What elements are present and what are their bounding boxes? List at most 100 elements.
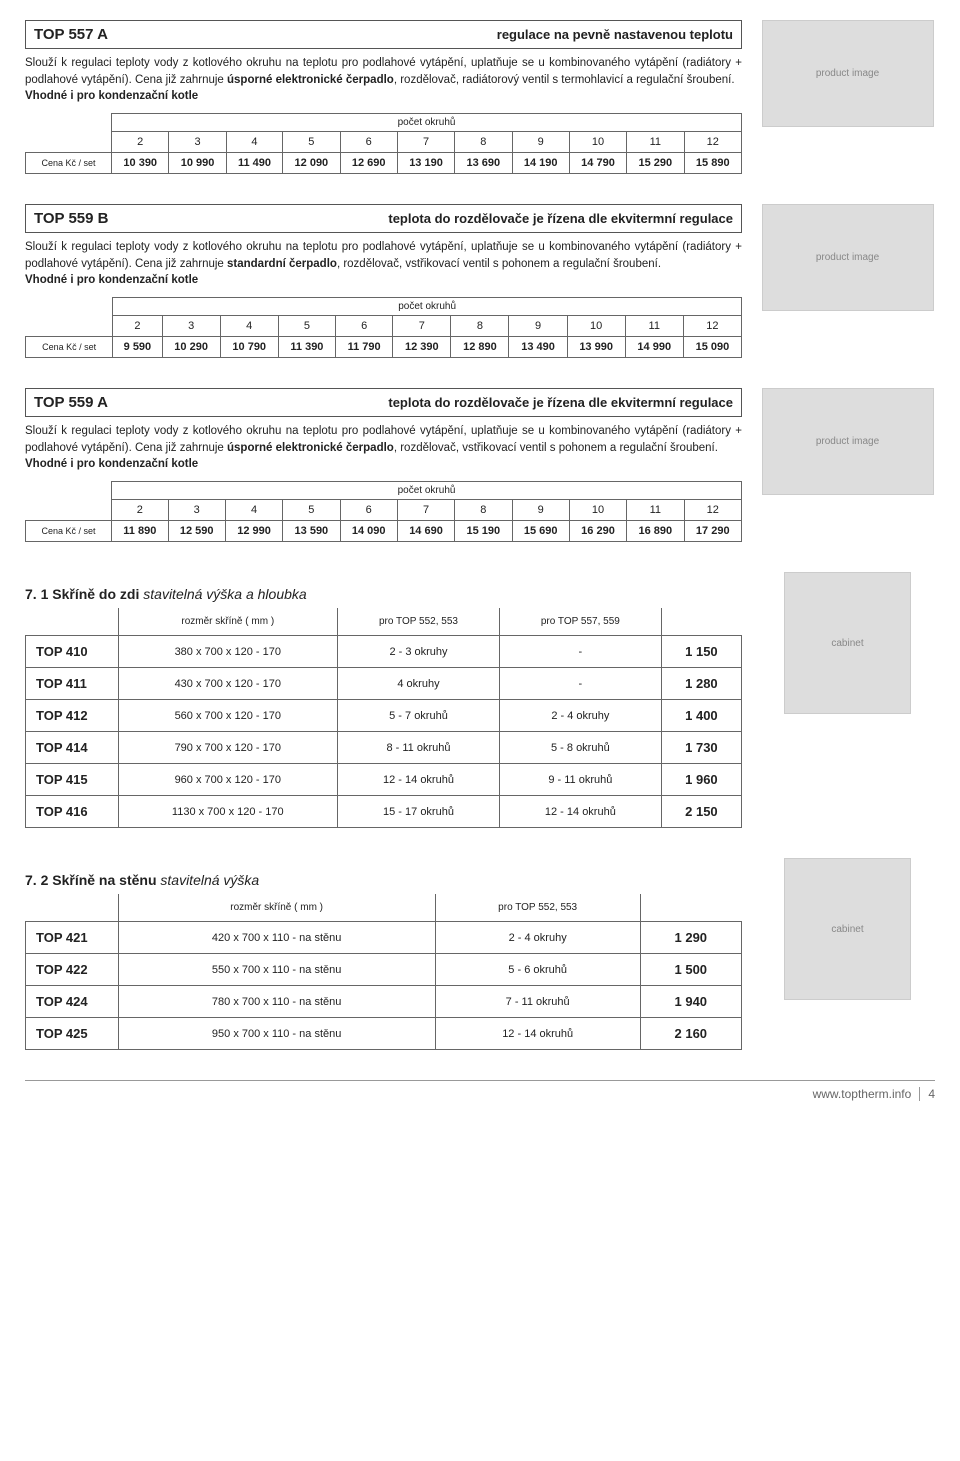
table-row: TOP 411430 x 700 x 120 - 1704 okruhy-1 2…	[26, 668, 742, 700]
cab-cell: 1130 x 700 x 120 - 170	[118, 796, 338, 828]
col-header: 8	[451, 316, 509, 337]
price-cell: 14 990	[625, 337, 683, 358]
cab-cell: 380 x 700 x 120 - 170	[118, 636, 338, 668]
col-header: 9	[509, 316, 567, 337]
cab-code: TOP 415	[26, 764, 119, 796]
table-row: TOP 424780 x 700 x 110 - na stěnu7 - 11 …	[26, 986, 742, 1018]
price-cell: 16 890	[627, 521, 684, 542]
cab-header: rozměr skříně ( mm )	[118, 608, 338, 636]
cab-cell: 15 - 17 okruhů	[338, 796, 500, 828]
price-cell: 14 790	[569, 153, 626, 174]
section-title-thin: stavitelná výška a hloubka	[139, 586, 306, 602]
col-header: 12	[683, 316, 741, 337]
product-subtitle: teplota do rozdělovače je řízena dle ekv…	[388, 211, 733, 226]
cab-code: TOP 425	[26, 1018, 119, 1050]
table-row: TOP 425950 x 700 x 110 - na stěnu12 - 14…	[26, 1018, 742, 1050]
price-table: počet okruhů23456789101112Cena Kč / set1…	[25, 481, 742, 542]
cab-header: pro TOP 552, 553	[435, 894, 640, 922]
cab-header: pro TOP 557, 559	[499, 608, 661, 636]
price-cell: 11 890	[112, 521, 168, 542]
section-title: 7. 2 Skříně na stěnu stavitelná výška	[25, 872, 742, 888]
col-header: 8	[455, 500, 512, 521]
col-header: 10	[569, 500, 626, 521]
col-header: 4	[220, 316, 278, 337]
footer-url: www.toptherm.info	[813, 1087, 912, 1101]
cab-cell: 2 - 4 okruhy	[435, 922, 640, 954]
cab-cell: 8 - 11 okruhů	[338, 732, 500, 764]
cab-header	[661, 608, 741, 636]
cab-cell: 12 - 14 okruhů	[499, 796, 661, 828]
price-cell: 15 290	[627, 153, 684, 174]
cab-cell: 790 x 700 x 120 - 170	[118, 732, 338, 764]
col-header: 6	[336, 316, 393, 337]
col-header: 3	[162, 316, 220, 337]
desc-note: Vhodné i pro kondenzační kotle	[25, 90, 198, 102]
cabinet-table: rozměr skříně ( mm )pro TOP 552, 553TOP …	[25, 894, 742, 1050]
col-header: 3	[169, 132, 226, 153]
desc-bold: úsporné elektronické čerpadlo	[227, 442, 394, 454]
col-header: 11	[627, 132, 684, 153]
section-title-bold: 7. 2 Skříně na stěnu	[25, 872, 157, 888]
price-cell: 15 690	[512, 521, 569, 542]
row-label: Cena Kč / set	[26, 153, 112, 174]
section-header: TOP 557 Aregulace na pevně nastavenou te…	[25, 20, 742, 49]
col-header: 12	[684, 500, 742, 521]
col-header: 12	[684, 132, 742, 153]
cab-price: 1 500	[640, 954, 741, 986]
price-cell: 11 390	[278, 337, 335, 358]
cab-price: 1 280	[661, 668, 741, 700]
col-header: 5	[278, 316, 335, 337]
price-cell: 14 690	[397, 521, 454, 542]
table-row: TOP 414790 x 700 x 120 - 1708 - 11 okruh…	[26, 732, 742, 764]
cab-cell: 430 x 700 x 120 - 170	[118, 668, 338, 700]
section-title: 7. 1 Skříně do zdi stavitelná výška a hl…	[25, 586, 742, 602]
cab-cell: 5 - 8 okruhů	[499, 732, 661, 764]
cab-price: 1 730	[661, 732, 741, 764]
col-header: 5	[283, 500, 340, 521]
price-cell: 13 190	[397, 153, 454, 174]
cab-cell: 950 x 700 x 110 - na stěnu	[118, 1018, 435, 1050]
col-header: 2	[112, 500, 168, 521]
table-row: TOP 422550 x 700 x 110 - na stěnu5 - 6 o…	[26, 954, 742, 986]
product-image: product image	[762, 20, 934, 127]
cab-header	[26, 608, 119, 636]
cab-code: TOP 414	[26, 732, 119, 764]
price-cell: 16 290	[569, 521, 626, 542]
cab-cell: 12 - 14 okruhů	[338, 764, 500, 796]
table-row: TOP 415960 x 700 x 120 - 17012 - 14 okru…	[26, 764, 742, 796]
table-row: TOP 410380 x 700 x 120 - 1702 - 3 okruhy…	[26, 636, 742, 668]
product-code: TOP 559 A	[34, 394, 108, 411]
cabinet-table: rozměr skříně ( mm )pro TOP 552, 553pro …	[25, 608, 742, 828]
col-header: 5	[283, 132, 340, 153]
product-description: Slouží k regulaci teploty vody z kotlové…	[25, 423, 742, 473]
cab-price: 1 290	[640, 922, 741, 954]
table-caption: počet okruhů	[112, 114, 742, 132]
row-label-empty	[26, 482, 112, 500]
table-row: TOP 421420 x 700 x 110 - na stěnu2 - 4 o…	[26, 922, 742, 954]
cab-code: TOP 421	[26, 922, 119, 954]
cab-header: pro TOP 552, 553	[338, 608, 500, 636]
cab-header: rozměr skříně ( mm )	[118, 894, 435, 922]
cab-price: 1 400	[661, 700, 741, 732]
price-cell: 14 190	[512, 153, 569, 174]
product-subtitle: teplota do rozdělovače je řízena dle ekv…	[388, 395, 733, 410]
price-cell: 15 890	[684, 153, 742, 174]
col-header: 11	[625, 316, 683, 337]
cab-code: TOP 412	[26, 700, 119, 732]
cab-cell: 560 x 700 x 120 - 170	[118, 700, 338, 732]
cab-cell: 9 - 11 okruhů	[499, 764, 661, 796]
price-cell: 10 390	[112, 153, 169, 174]
col-header: 4	[225, 500, 282, 521]
cab-code: TOP 416	[26, 796, 119, 828]
price-cell: 10 290	[162, 337, 220, 358]
col-header: 7	[393, 316, 451, 337]
col-header: 11	[627, 500, 684, 521]
price-cell: 12 390	[393, 337, 451, 358]
cab-cell: 2 - 4 okruhy	[499, 700, 661, 732]
product-code: TOP 557 A	[34, 26, 108, 43]
col-header: 9	[512, 500, 569, 521]
cab-cell: 780 x 700 x 110 - na stěnu	[118, 986, 435, 1018]
cab-header	[640, 894, 741, 922]
price-cell: 10 790	[220, 337, 278, 358]
product-image: product image	[762, 204, 934, 311]
